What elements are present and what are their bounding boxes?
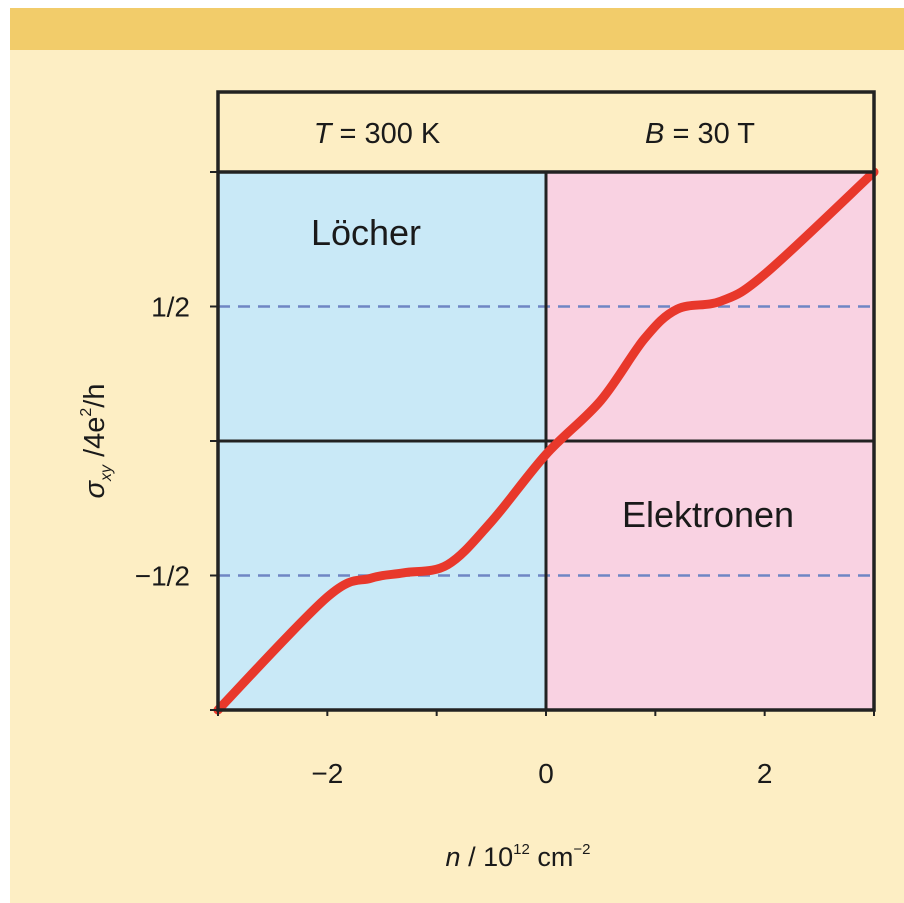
- header-temperature: T = 300 K: [314, 118, 441, 150]
- conductivity-curve: [213, 167, 879, 715]
- axis-ticks: [210, 171, 875, 716]
- chart-labels: −2 0 2 1/2 −1/2 T = 300 K B = 30 T Löcher Elektr…: [78, 118, 794, 872]
- y-tick-label: −1/2: [135, 561, 190, 592]
- x-tick-label: 2: [757, 758, 773, 789]
- x-tick-label: −2: [311, 758, 343, 789]
- top-color-band: [10, 8, 904, 50]
- x-tick-label: 0: [538, 758, 554, 789]
- curve-layer: [213, 167, 879, 715]
- y-tick-label: 1/2: [151, 292, 190, 323]
- header-field: B = 30 T: [645, 118, 755, 150]
- header-background: [218, 92, 874, 172]
- x-axis-label: n / 1012 cm−2: [446, 841, 591, 872]
- plot-frame: [216, 90, 876, 712]
- grid-lines: [218, 92, 874, 710]
- electrons-label: Elektronen: [622, 494, 794, 535]
- y-axis-label: σxy /4e2/h: [78, 384, 115, 499]
- holes-label: Löcher: [311, 212, 421, 253]
